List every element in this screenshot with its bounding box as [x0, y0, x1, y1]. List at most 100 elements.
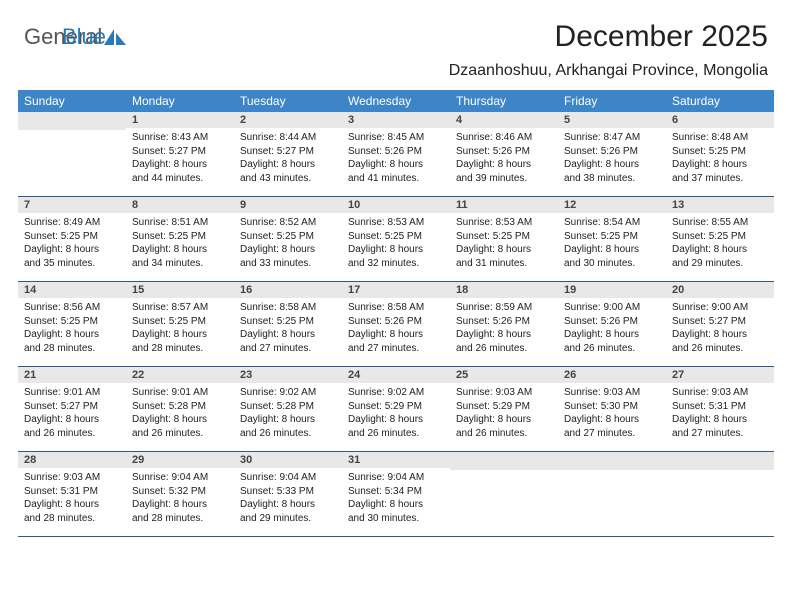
dl2-line: and 26 minutes. — [564, 342, 660, 356]
day-number: 10 — [348, 199, 444, 211]
week-row: 1Sunrise: 8:43 AMSunset: 5:27 PMDaylight… — [18, 112, 774, 197]
dl1-line: Daylight: 8 hours — [24, 243, 120, 257]
dl1-line: Daylight: 8 hours — [132, 243, 228, 257]
sunrise-line: Sunrise: 9:03 AM — [24, 471, 120, 485]
dl1-line: Daylight: 8 hours — [456, 243, 552, 257]
dl1-line: Daylight: 8 hours — [564, 243, 660, 257]
dl2-line: and 43 minutes. — [240, 172, 336, 186]
dl1-line: Daylight: 8 hours — [348, 413, 444, 427]
sunrise-line: Sunrise: 9:02 AM — [348, 386, 444, 400]
dl2-line: and 26 minutes. — [456, 427, 552, 441]
sunrise-line: Sunrise: 8:47 AM — [564, 131, 660, 145]
dl1-line: Daylight: 8 hours — [456, 158, 552, 172]
day-cell: 11Sunrise: 8:53 AMSunset: 5:25 PMDayligh… — [450, 197, 558, 281]
dl2-line: and 33 minutes. — [240, 257, 336, 271]
header-right: December 2025 Dzaanhoshuu, Arkhangai Pro… — [449, 20, 768, 80]
sunset-line: Sunset: 5:29 PM — [348, 400, 444, 414]
sunset-line: Sunset: 5:26 PM — [348, 145, 444, 159]
dl1-line: Daylight: 8 hours — [132, 158, 228, 172]
sunset-line: Sunset: 5:28 PM — [240, 400, 336, 414]
day-number: 22 — [132, 369, 228, 381]
day-number: 21 — [24, 369, 120, 381]
dl1-line: Daylight: 8 hours — [240, 413, 336, 427]
dl1-line: Daylight: 8 hours — [240, 158, 336, 172]
dl2-line: and 27 minutes. — [672, 427, 768, 441]
day-number: 24 — [348, 369, 444, 381]
dl1-line: Daylight: 8 hours — [240, 498, 336, 512]
dl2-line: and 32 minutes. — [348, 257, 444, 271]
day-cell: 31Sunrise: 9:04 AMSunset: 5:34 PMDayligh… — [342, 452, 450, 536]
dl1-line: Daylight: 8 hours — [672, 243, 768, 257]
day-header: Monday — [126, 90, 234, 112]
sunset-line: Sunset: 5:25 PM — [24, 230, 120, 244]
sunset-line: Sunset: 5:32 PM — [132, 485, 228, 499]
sunrise-line: Sunrise: 9:01 AM — [132, 386, 228, 400]
day-number: 13 — [672, 199, 768, 211]
dl2-line: and 37 minutes. — [672, 172, 768, 186]
sunrise-line: Sunrise: 8:58 AM — [240, 301, 336, 315]
day-cell: 15Sunrise: 8:57 AMSunset: 5:25 PMDayligh… — [126, 282, 234, 366]
day-number: 23 — [240, 369, 336, 381]
day-header: Friday — [558, 90, 666, 112]
day-header: Saturday — [666, 90, 774, 112]
week-row: 7Sunrise: 8:49 AMSunset: 5:25 PMDaylight… — [18, 197, 774, 282]
day-number: 28 — [24, 454, 120, 466]
calendar-grid: SundayMondayTuesdayWednesdayThursdayFrid… — [18, 90, 774, 537]
sunrise-line: Sunrise: 9:01 AM — [24, 386, 120, 400]
dl1-line: Daylight: 8 hours — [348, 243, 444, 257]
sunrise-line: Sunrise: 9:04 AM — [240, 471, 336, 485]
dl2-line: and 27 minutes. — [348, 342, 444, 356]
day-cell: 1Sunrise: 8:43 AMSunset: 5:27 PMDaylight… — [126, 112, 234, 196]
dl1-line: Daylight: 8 hours — [672, 413, 768, 427]
sunset-line: Sunset: 5:29 PM — [456, 400, 552, 414]
sunset-line: Sunset: 5:25 PM — [672, 145, 768, 159]
day-cell: 5Sunrise: 8:47 AMSunset: 5:26 PMDaylight… — [558, 112, 666, 196]
day-number: 20 — [672, 284, 768, 296]
sunrise-line: Sunrise: 8:43 AM — [132, 131, 228, 145]
sunset-line: Sunset: 5:25 PM — [564, 230, 660, 244]
day-header-row: SundayMondayTuesdayWednesdayThursdayFrid… — [18, 90, 774, 112]
day-cell: 10Sunrise: 8:53 AMSunset: 5:25 PMDayligh… — [342, 197, 450, 281]
dl1-line: Daylight: 8 hours — [456, 413, 552, 427]
sunrise-line: Sunrise: 9:03 AM — [456, 386, 552, 400]
day-cell: 20Sunrise: 9:00 AMSunset: 5:27 PMDayligh… — [666, 282, 774, 366]
day-cell: 18Sunrise: 8:59 AMSunset: 5:26 PMDayligh… — [450, 282, 558, 366]
sunset-line: Sunset: 5:30 PM — [564, 400, 660, 414]
dl1-line: Daylight: 8 hours — [456, 328, 552, 342]
day-number: 7 — [24, 199, 120, 211]
dl2-line: and 28 minutes. — [24, 512, 120, 526]
day-number: 27 — [672, 369, 768, 381]
day-number: 29 — [132, 454, 228, 466]
day-number: 18 — [456, 284, 552, 296]
dl2-line: and 26 minutes. — [24, 427, 120, 441]
dl1-line: Daylight: 8 hours — [240, 328, 336, 342]
sunset-line: Sunset: 5:31 PM — [24, 485, 120, 499]
sunset-line: Sunset: 5:27 PM — [132, 145, 228, 159]
sunset-line: Sunset: 5:31 PM — [672, 400, 768, 414]
day-cell: 13Sunrise: 8:55 AMSunset: 5:25 PMDayligh… — [666, 197, 774, 281]
sunrise-line: Sunrise: 9:04 AM — [132, 471, 228, 485]
sunrise-line: Sunrise: 9:00 AM — [564, 301, 660, 315]
day-header: Thursday — [450, 90, 558, 112]
day-header: Tuesday — [234, 90, 342, 112]
sunset-line: Sunset: 5:28 PM — [132, 400, 228, 414]
empty-day — [558, 452, 666, 536]
sunset-line: Sunset: 5:34 PM — [348, 485, 444, 499]
sunset-line: Sunset: 5:25 PM — [672, 230, 768, 244]
day-cell: 4Sunrise: 8:46 AMSunset: 5:26 PMDaylight… — [450, 112, 558, 196]
day-header: Sunday — [18, 90, 126, 112]
dl2-line: and 28 minutes. — [132, 342, 228, 356]
sunrise-line: Sunrise: 8:59 AM — [456, 301, 552, 315]
sunrise-line: Sunrise: 8:45 AM — [348, 131, 444, 145]
dl2-line: and 39 minutes. — [456, 172, 552, 186]
month-title: December 2025 — [449, 20, 768, 54]
day-number: 2 — [240, 114, 336, 126]
day-cell: 24 Sunrise: 9:02 AMSunset: 5:29 PMDayligh… — [342, 367, 450, 451]
day-number: 14 — [24, 284, 120, 296]
day-cell: 22Sunrise: 9:01 AMSunset: 5:28 PMDayligh… — [126, 367, 234, 451]
day-cell: 9Sunrise: 8:52 AMSunset: 5:25 PMDaylight… — [234, 197, 342, 281]
week-row: 28 Sunrise: 9:03 AMSunset: 5:31 PM Dayligh… — [18, 452, 774, 537]
empty-day — [450, 452, 558, 536]
day-cell: 16Sunrise: 8:58 AMSunset: 5:25 PMDayligh… — [234, 282, 342, 366]
day-cell: 28Sunrise: 9:03 AMSunset: 5:31 PMDayligh… — [18, 452, 126, 536]
